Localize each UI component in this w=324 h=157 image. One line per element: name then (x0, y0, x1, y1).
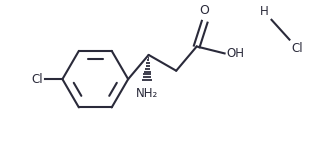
Text: NH₂: NH₂ (135, 87, 158, 100)
Text: H: H (260, 5, 269, 18)
Text: Cl: Cl (31, 73, 42, 86)
Text: Cl: Cl (292, 42, 303, 55)
Text: OH: OH (226, 47, 245, 60)
Text: O: O (200, 4, 210, 17)
